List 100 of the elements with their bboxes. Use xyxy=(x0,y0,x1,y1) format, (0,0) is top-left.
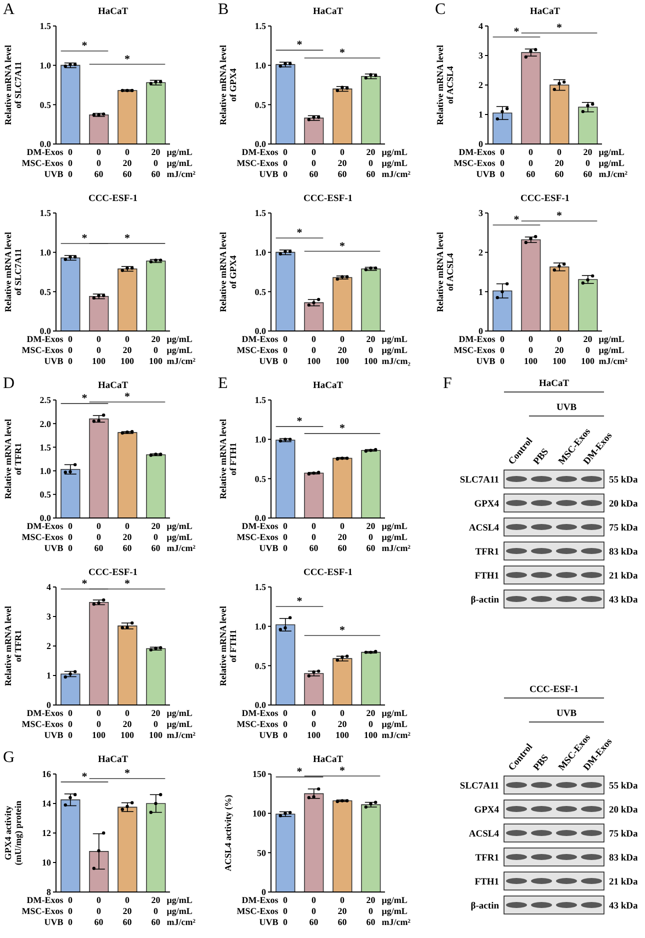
y-tick-label: 0.5 xyxy=(254,660,266,671)
y-axis-title: Relative mRNA level of GPX4 xyxy=(218,44,238,125)
x-tick-label: 20 0 60 xyxy=(583,147,593,179)
y-tick-label: 1.5 xyxy=(254,582,266,592)
chart-title: HaCaT xyxy=(98,755,129,765)
y-tick-label: 1.5 xyxy=(254,208,266,218)
x-tick-label: 20 0 100 xyxy=(364,334,378,366)
text: μg/mL xyxy=(382,719,408,729)
x-tick-label: 0 0 0 xyxy=(68,147,73,179)
text: MSC-Exos xyxy=(22,345,64,355)
y-tick-label: 1.5 xyxy=(40,442,52,452)
y-tick-label: 0.5 xyxy=(254,474,266,484)
y-tick-label: 2 xyxy=(478,80,484,90)
text: μg/mL xyxy=(382,895,408,905)
text: DM-Exos xyxy=(26,334,64,344)
y-tick-label: 0.5 xyxy=(40,100,52,110)
x-tick-label: 0 0 100 xyxy=(307,708,321,740)
text: mJ/cm² xyxy=(166,730,196,740)
text: mJ/cm² xyxy=(166,917,196,927)
x-tick-label: 0 20 60 xyxy=(122,895,132,927)
x-tick-label: 0 0 100 xyxy=(307,334,321,366)
y-tick-label: 4 xyxy=(46,582,52,592)
text: β-actin xyxy=(470,902,500,912)
x-tick-label: 0 0 0 xyxy=(68,334,73,366)
text: μg/mL xyxy=(166,158,192,168)
y-tick-label: 2.0 xyxy=(40,418,52,429)
x-tick-label: 0 0 0 xyxy=(283,895,288,927)
text: UVB xyxy=(259,917,278,927)
x-tick-label: 0 0 0 xyxy=(68,895,73,927)
x-tick-label: 0 20 100 xyxy=(552,334,566,366)
text: mJ/cm² xyxy=(382,730,411,740)
x-tick-label: 0 20 60 xyxy=(338,147,348,179)
y-tick-label: 2.5 xyxy=(40,395,52,406)
y-tick-label: 0.0 xyxy=(254,139,266,150)
x-tick-label: 0 0 60 xyxy=(94,521,104,553)
x-tick-label: 0 20 60 xyxy=(122,521,132,553)
text: μg/mL xyxy=(166,147,192,157)
y-tick-label: 0 xyxy=(478,139,484,150)
x-tick-label: 0 0 60 xyxy=(94,147,104,179)
annotation: * xyxy=(82,40,88,52)
y-tick-label: 0.0 xyxy=(40,513,52,524)
annotation: * xyxy=(124,53,130,66)
text: B xyxy=(218,1,229,18)
y-tick-label: 3 xyxy=(478,208,484,218)
text: MSC-Exos xyxy=(236,532,279,542)
text: MSC-Exos xyxy=(236,719,279,729)
text: TFR1 xyxy=(475,854,500,864)
x-tick-label: 0 0 0 xyxy=(283,708,288,740)
y-tick-label: 1.0 xyxy=(254,622,266,632)
y-tick-label: 0 xyxy=(46,700,52,710)
x-tick-label: 0 0 60 xyxy=(309,895,319,927)
x-tick-label: 0 0 100 xyxy=(524,334,538,366)
text: MSC-Exos xyxy=(454,158,496,168)
chart-title: HaCaT xyxy=(530,7,561,17)
x-tick-label: 0 20 60 xyxy=(338,521,348,553)
y-axis-title: Relative mRNA level of FTH1 xyxy=(218,606,238,686)
y-tick-label: 2 xyxy=(46,641,52,652)
y-axis-title: Relative mRNA level of ACSL4 xyxy=(435,232,455,312)
y-axis-title: GPX4 activity (mU/mg) protein xyxy=(3,800,23,866)
x-tick-label: 20 0 60 xyxy=(366,895,376,927)
y-tick-label: 3 xyxy=(46,612,52,622)
x-tick-label: 0 0 100 xyxy=(92,334,106,366)
x-tick-label: 0 0 0 xyxy=(283,334,288,366)
text: DM-Exos xyxy=(242,708,279,718)
annotation: * xyxy=(340,422,346,435)
y-tick-label: 1.0 xyxy=(40,60,52,71)
text: μg/mL xyxy=(166,708,192,718)
text: μg/mL xyxy=(382,532,408,542)
text: μg/mL xyxy=(598,334,624,344)
x-tick-label: 0 0 0 xyxy=(283,521,288,553)
y-tick-label: 12 xyxy=(42,828,52,838)
text: MSC-Exos xyxy=(22,532,64,542)
annotation: * xyxy=(296,766,303,778)
text: F xyxy=(443,375,452,392)
y-axis-title: Relative mRNA level of SLC7A11 xyxy=(3,232,23,312)
x-tick-label: 20 0 60 xyxy=(151,521,161,553)
annotation: * xyxy=(556,210,562,222)
annotation: * xyxy=(124,391,130,403)
text: mJ/cm² xyxy=(166,356,196,366)
y-tick-label: 50 xyxy=(257,848,266,858)
text: DM-Exos xyxy=(242,895,279,905)
text: μg/mL xyxy=(382,345,408,355)
annotation: * xyxy=(340,46,346,59)
text: 21 kDa xyxy=(609,572,638,582)
x-tick-label: 20 0 100 xyxy=(581,334,595,366)
text: DM-Exos xyxy=(26,147,64,157)
y-tick-label: 0.0 xyxy=(254,700,266,710)
text: μg/mL xyxy=(382,147,408,157)
chart-title: HaCaT xyxy=(98,7,129,17)
y-tick-label: 1.5 xyxy=(40,21,52,32)
annotation: * xyxy=(124,768,130,780)
x-tick-label: 0 0 60 xyxy=(309,147,319,179)
text: UVB xyxy=(259,356,278,366)
text: GPX4 xyxy=(474,806,500,816)
text: UVB xyxy=(44,169,64,179)
y-tick-label: 100 xyxy=(252,808,266,819)
y-tick-label: 1.0 xyxy=(40,466,52,476)
chart-title: CCC-ESF-1 xyxy=(88,568,138,578)
text: μg/mL xyxy=(598,345,624,355)
y-tick-label: 0 xyxy=(478,326,484,336)
